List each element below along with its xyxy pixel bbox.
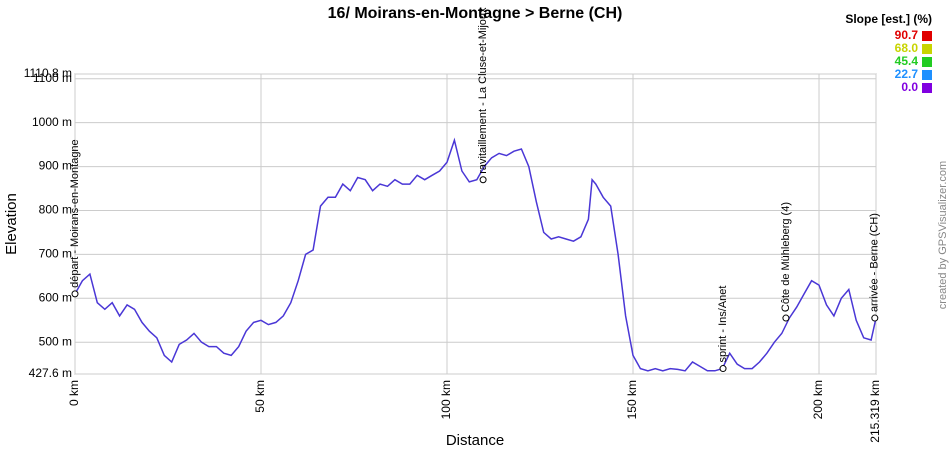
legend-value: 22.7: [895, 67, 919, 81]
waypoint-marker: [71, 290, 79, 298]
waypoint-marker: [871, 314, 879, 322]
waypoint-marker: [782, 314, 790, 322]
waypoint-label: ravitaillement - La Cluse-et-Mijoux: [477, 7, 489, 174]
legend-swatch: [922, 57, 932, 67]
y-tick-label: 800 m: [39, 203, 72, 217]
y-tick-label: 600 m: [39, 290, 72, 304]
waypoint-label: arrivée - Berne (CH): [869, 213, 881, 312]
chart-title: 16/ Moirans-en-Montagne > Berne (CH): [328, 5, 623, 22]
waypoint-marker: [479, 176, 487, 184]
y-tick-label: 500 m: [39, 334, 72, 348]
legend-value: 68.0: [895, 41, 919, 55]
waypoint-label: Côte de Mühleberg (4): [780, 202, 792, 312]
y-tick-label: 1110.8 m: [24, 66, 72, 80]
x-tick-label: 215.319 km: [868, 380, 882, 443]
y-tick-label: 427.6 m: [29, 366, 72, 380]
x-tick-label: 150 km: [625, 380, 639, 419]
y-axis-label: Elevation: [3, 193, 20, 255]
x-tick-label: 100 km: [439, 380, 453, 419]
waypoint-marker: [719, 365, 727, 373]
legend-swatch: [922, 31, 932, 41]
legend-swatch: [922, 70, 932, 80]
credit: created by GPSVisualizer.com: [937, 161, 949, 309]
x-tick-label: 50 km: [253, 380, 267, 413]
legend-value: 0.0: [901, 80, 918, 94]
legend-value: 90.7: [895, 28, 919, 42]
y-tick-label: 900 m: [39, 159, 72, 173]
legend-swatch: [922, 83, 932, 93]
y-tick-label: 1000 m: [32, 115, 72, 129]
legend-value: 45.4: [895, 54, 919, 68]
waypoint-label: sprint - Ins/Anet: [717, 286, 729, 363]
y-tick-label: 1100 m: [33, 71, 72, 85]
x-axis-label: Distance: [446, 432, 504, 449]
x-tick-label: 0 km: [67, 380, 81, 406]
elevation-line: [74, 137, 877, 372]
x-tick-label: 200 km: [811, 380, 825, 419]
legend-swatch: [922, 44, 932, 54]
legend-title: Slope [est.] (%): [845, 12, 932, 26]
waypoint-label: départ - Moirans-en-Montagne: [69, 139, 81, 288]
y-tick-label: 700 m: [39, 247, 72, 261]
